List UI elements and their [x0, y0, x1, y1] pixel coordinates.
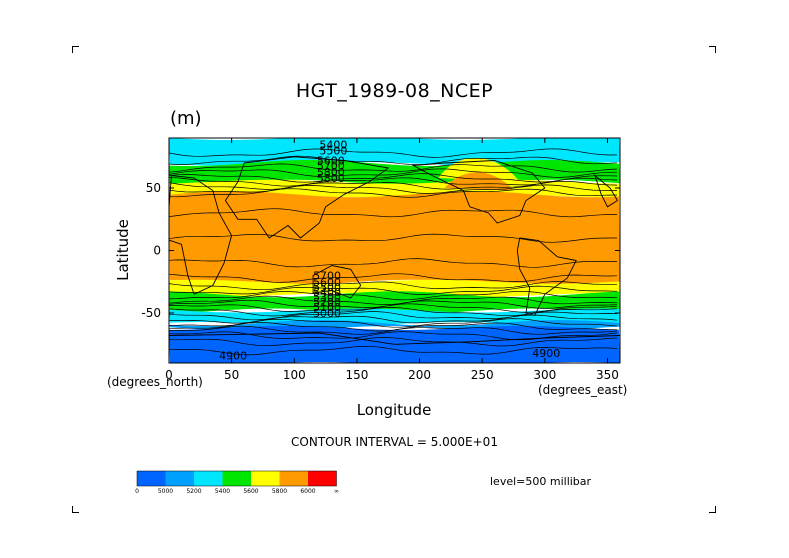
contour-line: [169, 148, 618, 158]
contour-label: 5600: [317, 155, 345, 168]
contour-line: [169, 345, 618, 356]
colorbar-label: 6000: [300, 488, 315, 495]
coastline: [312, 265, 362, 299]
contour-line: [169, 303, 618, 313]
contour-line: [169, 307, 618, 317]
coastline: [169, 332, 620, 345]
coastline: [516, 237, 577, 317]
units-label: (m): [170, 108, 202, 129]
x-unit-label: (degrees_east): [538, 383, 627, 397]
x-tick-label: 250: [471, 368, 494, 382]
contour-line: [169, 155, 618, 165]
contour-label: 4900: [219, 350, 247, 363]
contour-label: 5500: [319, 145, 347, 158]
colorbar-swatch: [279, 471, 308, 486]
corner-mark-bottom-right: [709, 506, 716, 513]
contour-line: [169, 258, 618, 268]
level-note: level=500 millibar: [490, 475, 592, 488]
contour-line: [169, 173, 618, 183]
colorbar-swatch: [251, 471, 280, 486]
heatmap-bands: [169, 138, 620, 363]
x-tick-label: 0: [165, 368, 173, 382]
contour-label: 5800: [317, 172, 345, 185]
corner-mark-top-left: [72, 46, 79, 53]
contour-line: [169, 163, 618, 173]
heatmap-band: [444, 172, 514, 191]
contour-label: 4900: [532, 347, 560, 360]
colorbar-label: 5000: [158, 488, 173, 495]
x-axis-ticks: 0 50 100 150 200 250 300 350: [165, 138, 619, 382]
colorbar-label: ∞: [334, 488, 339, 495]
contour-label: 5000: [313, 307, 341, 320]
chart-title: HGT_1989-08_NCEP: [295, 80, 494, 102]
contour-line: [169, 180, 618, 190]
contour-line: [169, 281, 617, 291]
coastline: [411, 160, 546, 224]
colorbar-label: 5400: [215, 488, 230, 495]
contour-line: [169, 208, 617, 218]
colorbar-swatch: [308, 471, 337, 486]
corner-mark-top-right: [709, 46, 716, 53]
y-tick-label: 50: [146, 181, 161, 195]
x-tick-label: 100: [283, 368, 306, 382]
contour-label: 5400: [313, 286, 341, 299]
heatmap-band: [169, 279, 620, 298]
contour-line: [169, 233, 617, 243]
contour-label: 5200: [313, 296, 341, 309]
contour-line: [169, 273, 618, 283]
contour-line: [169, 311, 618, 321]
contour-line: [169, 290, 618, 301]
y-tick-label: -50: [141, 306, 161, 320]
colorbar-label: 5200: [186, 488, 201, 495]
coastline: [593, 174, 619, 208]
colorbar-swatch: [222, 471, 251, 486]
contour-line: [169, 168, 618, 178]
colorbar-label: 5600: [243, 488, 258, 495]
contour-label: 5600: [313, 276, 341, 289]
coastline: [169, 175, 233, 295]
y-axis-title: Latitude: [114, 219, 132, 281]
coastline: [224, 156, 390, 239]
contour-line: [169, 325, 618, 335]
contour-interval-note: CONTOUR INTERVAL = 5.000E+01: [291, 435, 498, 449]
x-axis-title: Longitude: [357, 401, 432, 419]
contour-label: 5700: [313, 270, 341, 283]
y-axis-ticks: 50 0 -50: [141, 181, 620, 320]
colorbar-label: 0: [135, 488, 139, 495]
y-tick-label: 0: [153, 244, 161, 258]
colorbar-swatch: [137, 471, 166, 486]
colorbar-swatch: [165, 471, 194, 486]
x-tick-label: 150: [345, 368, 368, 382]
heatmap-band: [169, 191, 620, 286]
x-tick-label: 300: [533, 368, 556, 382]
contour-line: [169, 285, 618, 295]
colorbar-swatch: [194, 471, 223, 486]
colorbar: 0 5000 5200 5400 5600 5800 6000 ∞: [135, 470, 339, 495]
contour-label: 5500: [313, 281, 341, 294]
contour-line: [169, 295, 618, 305]
contour-line: [169, 337, 618, 347]
contour-label: 5700: [317, 160, 345, 173]
contour-line: [169, 314, 618, 324]
colorbar-frame: [136, 470, 337, 487]
contour-label: 5100: [313, 301, 341, 314]
contour-label: 5300: [313, 291, 341, 304]
y-unit-label: (degrees_north): [107, 375, 203, 389]
heatmap-band: [169, 138, 620, 166]
coastlines: [169, 156, 620, 345]
contour-label: 5400: [319, 138, 347, 151]
contour-labels: 5400550056005700580058005700560055005400…: [219, 138, 560, 362]
contour-label: 5800: [317, 166, 345, 179]
x-tick-label: 50: [224, 368, 239, 382]
heatmap-band: [438, 157, 520, 182]
x-tick-label: 200: [408, 368, 431, 382]
corner-mark-bottom-left: [72, 506, 79, 513]
x-tick-label: 350: [596, 368, 619, 382]
colorbar-label: 5800: [272, 488, 287, 495]
